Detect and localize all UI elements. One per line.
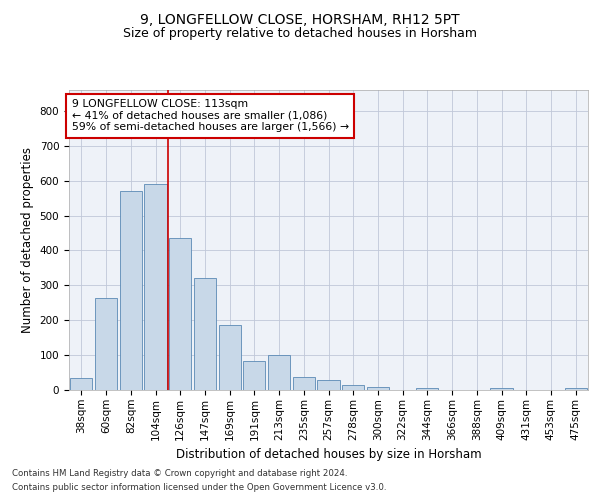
Bar [317, 380, 340, 390]
Bar [218, 326, 241, 390]
Bar [293, 376, 315, 390]
Bar [169, 238, 191, 390]
Bar [145, 184, 167, 390]
Text: Size of property relative to detached houses in Horsham: Size of property relative to detached ho… [123, 28, 477, 40]
Bar [194, 278, 216, 390]
Bar [268, 355, 290, 390]
Bar [70, 378, 92, 390]
Y-axis label: Number of detached properties: Number of detached properties [21, 147, 34, 333]
Bar [490, 388, 512, 390]
Bar [243, 361, 265, 390]
Bar [367, 386, 389, 390]
Bar [95, 298, 117, 390]
Text: 9, LONGFELLOW CLOSE, HORSHAM, RH12 5PT: 9, LONGFELLOW CLOSE, HORSHAM, RH12 5PT [140, 12, 460, 26]
Text: Contains public sector information licensed under the Open Government Licence v3: Contains public sector information licen… [12, 484, 386, 492]
X-axis label: Distribution of detached houses by size in Horsham: Distribution of detached houses by size … [176, 448, 481, 461]
Bar [416, 388, 439, 390]
Bar [119, 191, 142, 390]
Bar [565, 388, 587, 390]
Text: Contains HM Land Registry data © Crown copyright and database right 2024.: Contains HM Land Registry data © Crown c… [12, 468, 347, 477]
Text: 9 LONGFELLOW CLOSE: 113sqm
← 41% of detached houses are smaller (1,086)
59% of s: 9 LONGFELLOW CLOSE: 113sqm ← 41% of deta… [71, 99, 349, 132]
Bar [342, 386, 364, 390]
